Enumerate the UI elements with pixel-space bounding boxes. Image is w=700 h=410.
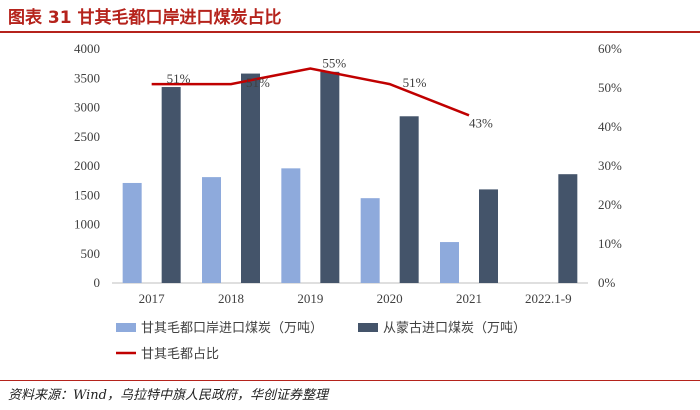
y-right-tick-label: 20% — [598, 197, 622, 212]
bar-mongolia — [320, 71, 340, 283]
x-tick-label: 2020 — [377, 291, 403, 306]
x-tick-label: 2017 — [139, 291, 166, 306]
bars — [122, 71, 578, 284]
source-note: 资料来源：Wind，乌拉特中旗人民政府，华创证券整理 — [8, 388, 328, 403]
title-divider — [0, 31, 700, 33]
bar-ganqimaodu — [122, 182, 142, 283]
y-right-tick-label: 0% — [598, 275, 616, 290]
y-left-tick-label: 2000 — [74, 158, 100, 173]
bar-ganqimaodu — [360, 198, 380, 283]
y-left-tick-label: 3000 — [74, 100, 100, 115]
bar-ganqimaodu — [202, 177, 221, 283]
y-left-tick-label: 4000 — [74, 41, 100, 56]
ratio-data-label: 55% — [322, 56, 346, 71]
bar-mongolia — [161, 87, 181, 284]
y-left-tick-label: 1500 — [74, 187, 100, 202]
x-tick-label: 2021 — [456, 291, 482, 306]
ratio-line-layer: 51% 51% 55% 51% 43% — [151, 56, 493, 130]
bar-ganqimaodu — [281, 168, 301, 283]
chart-title: 图表 31 甘其毛都口岸进口煤炭占比 — [8, 7, 282, 28]
y-right-tick-label: 10% — [598, 236, 622, 251]
legend-label-mongolia: 从蒙古进口煤炭（万吨） — [383, 320, 526, 335]
ratio-data-label: 51% — [403, 75, 427, 90]
y-left-tick-label: 500 — [81, 246, 101, 261]
y-right-tick-label: 60% — [598, 41, 622, 56]
ratio-data-label: 43% — [469, 115, 493, 130]
footer-divider — [0, 380, 700, 381]
y-right-tick-label: 40% — [598, 119, 622, 134]
y-left-tick-label: 1000 — [74, 217, 100, 232]
title-bar: 图表 31 甘其毛都口岸进口煤炭占比 — [0, 0, 700, 30]
legend-label-ratio: 甘其毛都占比 — [141, 346, 219, 361]
axes: 0 500 1000 1500 2000 2500 3000 3500 4000 0% 10% 20%… — [74, 41, 622, 306]
y-left-tick-label: 0 — [94, 275, 101, 290]
legend: 甘其毛都口岸进口煤炭（万吨） 从蒙古进口煤炭（万吨） 甘其毛都占比 — [116, 320, 526, 361]
y-right-tick-label: 30% — [598, 158, 622, 173]
x-tick-label: 2018 — [218, 291, 244, 306]
x-tick-label: 2022.1-9 — [525, 291, 572, 306]
ratio-data-label: 51% — [167, 71, 191, 86]
y-left-tick-label: 2500 — [74, 129, 100, 144]
legend-swatch-ganqimaodu — [116, 323, 136, 332]
bar-mongolia — [558, 174, 578, 283]
bar-mongolia — [241, 73, 260, 283]
y-left-tick-label: 3500 — [74, 70, 100, 85]
bar-mongolia — [479, 189, 498, 283]
y-right-tick-label: 50% — [598, 80, 622, 95]
ratio-line — [151, 67, 470, 117]
bar-mongolia — [399, 116, 419, 284]
ratio-data-label: 51% — [246, 75, 270, 90]
legend-swatch-mongolia — [358, 323, 378, 332]
legend-label-ganqimaodu: 甘其毛都口岸进口煤炭（万吨） — [141, 320, 323, 335]
chart: 0 500 1000 1500 2000 2500 3000 3500 4000 0% 10% 20%… — [74, 41, 622, 361]
bar-ganqimaodu — [440, 242, 459, 283]
x-tick-label: 2019 — [297, 291, 323, 306]
